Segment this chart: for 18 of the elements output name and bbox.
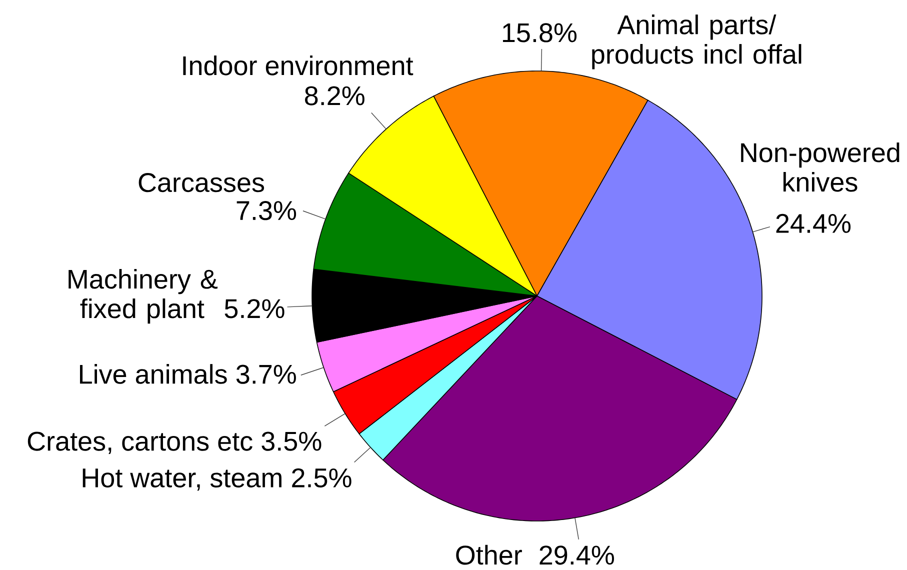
data-label: 2.5% xyxy=(292,468,352,488)
slice-label: Hot water, steam xyxy=(82,468,282,491)
data-label: 29.4% xyxy=(540,546,614,565)
slice-label: Crates, cartons etc xyxy=(28,432,252,454)
data-label: 15.8% xyxy=(502,23,577,42)
slice-label: Animal parts/ products incl offal xyxy=(592,14,802,70)
slice-label: Other xyxy=(456,544,522,565)
slice-label: Live animals xyxy=(80,364,227,384)
slice-label: Machinery & fixed plant xyxy=(68,268,218,324)
slice-label: Indoor environment xyxy=(183,55,414,76)
slice-label: Non-powered knives xyxy=(741,142,900,192)
data-label: 5.2% xyxy=(224,299,284,318)
data-label: 3.5% xyxy=(262,432,322,451)
data-label: 8.2% xyxy=(305,86,364,106)
data-label: 7.3% xyxy=(236,201,296,220)
data-label: 24.4% xyxy=(776,214,851,233)
data-label: 3.7% xyxy=(236,364,296,384)
slice-label: Carcasses xyxy=(138,173,264,192)
